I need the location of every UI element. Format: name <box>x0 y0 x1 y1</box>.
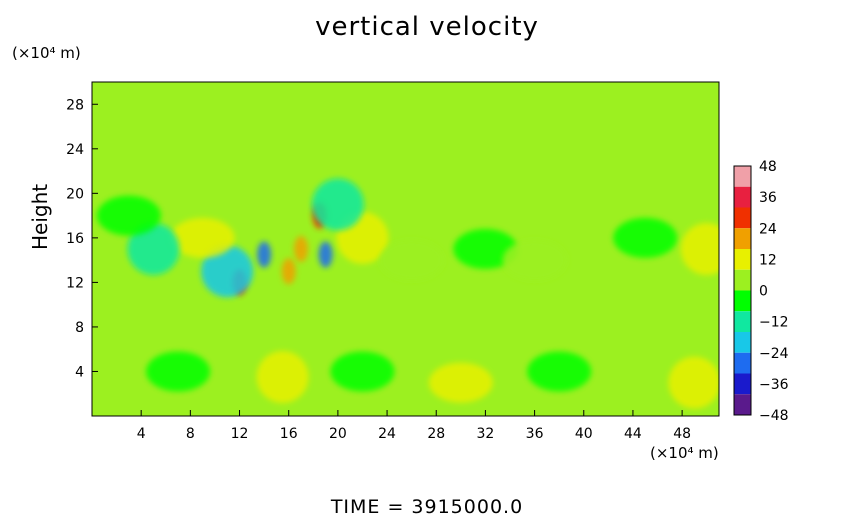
x-tick-label: 20 <box>329 426 347 442</box>
colorbar-border <box>733 165 752 416</box>
colorbar-segment <box>734 186 751 208</box>
y-tick-label: 8 <box>75 320 84 336</box>
heatmap-cell <box>428 362 493 403</box>
x-tick-label: 32 <box>476 426 494 442</box>
y-tick-label: 24 <box>66 142 84 158</box>
heatmap-cell <box>379 240 444 281</box>
chart-title: vertical velocity <box>315 12 539 42</box>
heatmap-cell <box>453 229 518 269</box>
x-tick-label: 16 <box>280 426 298 442</box>
x-tick-label: 12 <box>231 426 249 442</box>
colorbar-tick-label: 12 <box>759 252 777 268</box>
y-tick-label: 16 <box>66 231 84 247</box>
x-tick-label: 8 <box>186 426 195 442</box>
colorbar-tick-label: −24 <box>759 346 789 362</box>
y-axis-unit: (×10⁴ m) <box>12 44 81 62</box>
heatmap-cell <box>127 223 180 275</box>
colorbar-tick-label: −36 <box>759 377 789 393</box>
heatmap-cell <box>294 236 308 262</box>
y-tick-label: 20 <box>66 186 84 202</box>
x-tick-label: 28 <box>427 426 445 442</box>
x-tick-label: 4 <box>137 426 146 442</box>
colorbar-segment <box>734 207 751 229</box>
heatmap-cell <box>201 245 254 298</box>
colorbar-tick-label: 24 <box>759 221 777 237</box>
colorbar: 48 36 24 12 0 −12 −24 −36 −48 <box>733 159 789 424</box>
heatmap-cell <box>256 351 309 404</box>
plot-border <box>91 81 720 417</box>
colorbar-segment <box>734 228 751 249</box>
heatmap-cell <box>668 356 719 409</box>
x-axis: 4 8 12 16 20 24 28 32 36 40 44 48 <box>137 410 691 442</box>
heatmap-cell <box>680 223 719 275</box>
heatmap-cell <box>257 241 272 268</box>
heatmap-cell <box>281 258 296 285</box>
colorbar-tick-label: 0 <box>759 284 768 300</box>
heatmap-cell <box>146 351 211 392</box>
colorbar-tick-label: −48 <box>759 408 789 424</box>
x-tick-label: 40 <box>575 426 593 442</box>
colorbar-tick-label: 36 <box>759 190 777 206</box>
heatmap-cell <box>311 178 364 231</box>
x-tick-label: 48 <box>673 426 691 442</box>
x-tick-label: 24 <box>378 426 396 442</box>
colorbar-segment <box>734 166 751 187</box>
colorbar-segment <box>734 249 751 270</box>
plot-area <box>91 81 720 417</box>
heatmap-cell <box>613 217 678 258</box>
time-label: TIME = 3915000.0 <box>330 496 524 518</box>
colorbar-segment <box>734 352 751 374</box>
x-tick-label: 36 <box>526 426 544 442</box>
heatmap-cell <box>502 240 567 281</box>
y-tick-label: 28 <box>66 97 84 113</box>
heatmap-cell <box>96 195 161 236</box>
heatmap-cell <box>318 241 333 268</box>
colorbar-tick-label: 48 <box>759 159 777 175</box>
colorbar-segment <box>734 373 751 395</box>
y-tick-label: 4 <box>75 364 84 380</box>
heatmap-cell <box>527 351 592 392</box>
y-axis: 4 8 12 16 20 24 28 <box>66 97 98 380</box>
colorbar-segment <box>734 332 751 353</box>
x-tick-label: 44 <box>624 426 642 442</box>
heatmap-cell <box>170 217 235 258</box>
heatmap-cell <box>330 351 395 392</box>
colorbar-segment <box>734 290 751 312</box>
colorbar-segment <box>734 311 751 332</box>
colorbar-segment <box>734 394 751 415</box>
colorbar-tick-label: −12 <box>759 315 789 331</box>
colorbar-segment <box>734 269 751 291</box>
y-tick-label: 12 <box>66 275 84 291</box>
x-axis-unit: (×10⁴ m) <box>650 444 719 462</box>
